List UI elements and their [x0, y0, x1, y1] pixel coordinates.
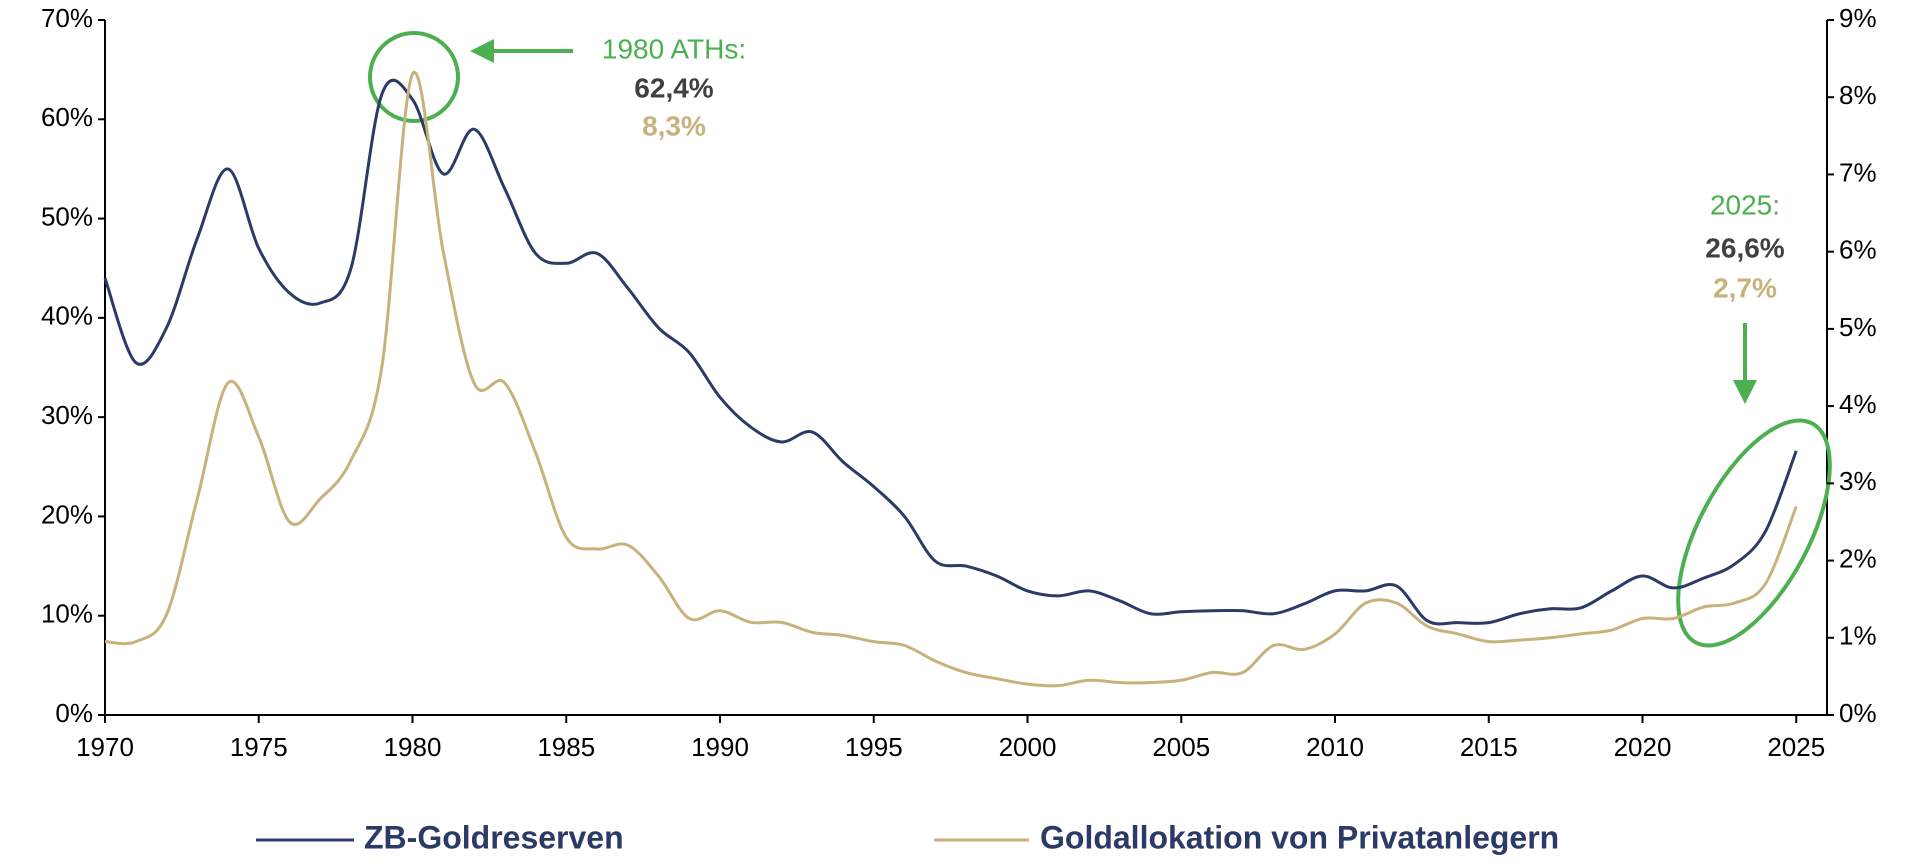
highlight-circle — [368, 31, 460, 123]
series-line — [104, 70, 1798, 688]
annotation: 2,7% — [1713, 272, 1777, 303]
legend-label: Goldallokation von Privatanlegern — [1040, 819, 1559, 855]
y2-tick-label: 9% — [1839, 3, 1877, 33]
x-tick-label: 1970 — [76, 732, 134, 762]
x-tick-label: 2000 — [999, 732, 1057, 762]
x-tick-label: 2025 — [1767, 732, 1825, 762]
annotation: 1980 ATHs: — [602, 33, 746, 64]
x-tick-label: 1995 — [845, 732, 903, 762]
y2-tick-label: 5% — [1839, 312, 1877, 342]
y2-tick-label: 4% — [1839, 389, 1877, 419]
y-tick-label: 10% — [41, 599, 93, 629]
y2-tick-label: 7% — [1839, 157, 1877, 187]
x-tick-label: 1980 — [384, 732, 442, 762]
x-tick-label: 1990 — [691, 732, 749, 762]
y-tick-label: 30% — [41, 400, 93, 430]
y-tick-label: 0% — [55, 698, 93, 728]
annotation: 26,6% — [1705, 232, 1784, 263]
y-tick-label: 20% — [41, 499, 93, 529]
x-tick-label: 1985 — [537, 732, 595, 762]
series-line — [103, 78, 1798, 626]
y-tick-label: 50% — [41, 201, 93, 231]
legend-label: ZB-Goldreserven — [364, 819, 624, 855]
x-tick-label: 2010 — [1306, 732, 1364, 762]
annotation: 2025: — [1710, 189, 1780, 220]
y2-tick-label: 6% — [1839, 235, 1877, 265]
x-tick-label: 2005 — [1152, 732, 1210, 762]
x-tick-label: 2015 — [1460, 732, 1518, 762]
y-tick-label: 40% — [41, 301, 93, 331]
y-tick-label: 70% — [41, 3, 93, 33]
x-tick-label: 2020 — [1614, 732, 1672, 762]
highlight-ellipse — [1676, 418, 1832, 648]
y2-tick-label: 0% — [1839, 698, 1877, 728]
y2-tick-label: 1% — [1839, 621, 1877, 651]
annotation: 62,4% — [634, 72, 713, 103]
x-tick-label: 1975 — [230, 732, 288, 762]
y2-tick-label: 8% — [1839, 80, 1877, 110]
y2-tick-label: 3% — [1839, 466, 1877, 496]
annotation: 8,3% — [642, 110, 706, 141]
y2-tick-label: 2% — [1839, 543, 1877, 573]
y-tick-label: 60% — [41, 102, 93, 132]
